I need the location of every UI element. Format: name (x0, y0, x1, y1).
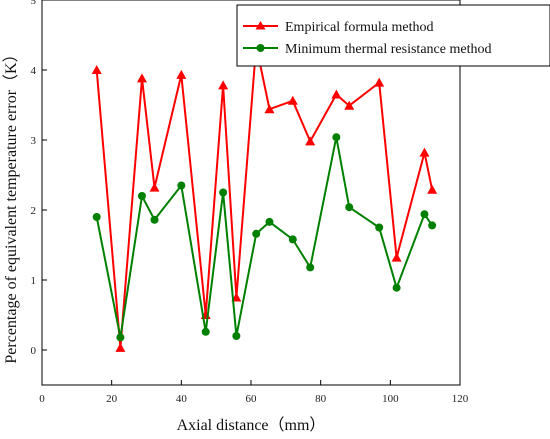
data-point-empirical (374, 77, 385, 87)
data-point-empirical (305, 136, 316, 146)
y-tick-label: 0 (31, 345, 37, 357)
data-point-empirical (218, 80, 229, 90)
y-tick-label: 1 (31, 275, 37, 287)
legend-label-thermal: Minimum thermal resistance method (285, 42, 491, 57)
x-axis: 0 20 40 60 80 100 120 (39, 380, 469, 405)
data-point-empirical (287, 95, 298, 105)
data-point-thermal (420, 210, 429, 219)
y-tick-label: 2 (31, 205, 37, 217)
legend-box (236, 4, 550, 67)
data-point-thermal (232, 332, 241, 340)
legend-label-empirical: Empirical formula method (285, 20, 434, 35)
data-point-thermal (219, 188, 228, 197)
y-tick-label: 3 (31, 135, 37, 147)
legend: Empirical formula method Minimum thermal… (236, 4, 550, 67)
data-point-thermal (265, 217, 274, 226)
data-point-empirical (176, 69, 187, 79)
x-tick-label: 0 (39, 393, 45, 405)
data-point-empirical (149, 182, 160, 192)
x-tick-label: 60 (246, 393, 258, 405)
data-point-thermal (288, 235, 297, 244)
y-axis-title: Percentage of equivalent temperature err… (2, 46, 20, 363)
data-point-thermal (392, 283, 401, 292)
legend-marker-empirical (255, 21, 266, 30)
data-point-thermal (345, 203, 354, 212)
legend-marker-thermal (256, 44, 265, 52)
data-point-empirical (91, 65, 102, 74)
x-tick-label: 80 (315, 393, 327, 405)
data-point-thermal (137, 192, 146, 200)
data-point-empirical (344, 100, 355, 110)
data-point-empirical (391, 252, 402, 262)
data-point-thermal (375, 223, 384, 232)
x-tick-label: 120 (452, 393, 469, 405)
y-tick-label: 5 (31, 0, 37, 7)
data-point-empirical (115, 342, 126, 352)
data-point-thermal (252, 229, 261, 238)
series-line-empirical (95, 45, 434, 348)
data-point-empirical (331, 89, 342, 99)
data-point-empirical (427, 184, 438, 194)
x-axis-title: Axial distance（mm） (177, 416, 326, 434)
data-point-thermal (177, 181, 186, 190)
x-tick-label: 40 (176, 393, 188, 405)
data-point-empirical (264, 104, 275, 114)
y-tick-label: 4 (31, 65, 37, 77)
data-point-thermal (428, 221, 437, 230)
data-point-thermal (116, 333, 125, 342)
data-point-thermal (332, 133, 341, 142)
y-axis: 0 1 2 3 4 5 (31, 0, 47, 357)
data-point-thermal (92, 213, 101, 221)
data-point-thermal (150, 215, 159, 224)
series-line-thermal (95, 137, 433, 338)
data-point-thermal (201, 327, 210, 336)
series-layer (91, 40, 438, 352)
data-point-empirical (136, 73, 147, 83)
data-point-thermal (306, 263, 315, 272)
x-tick-label: 20 (106, 393, 118, 405)
data-point-empirical (419, 147, 430, 157)
x-tick-label: 100 (382, 393, 399, 405)
